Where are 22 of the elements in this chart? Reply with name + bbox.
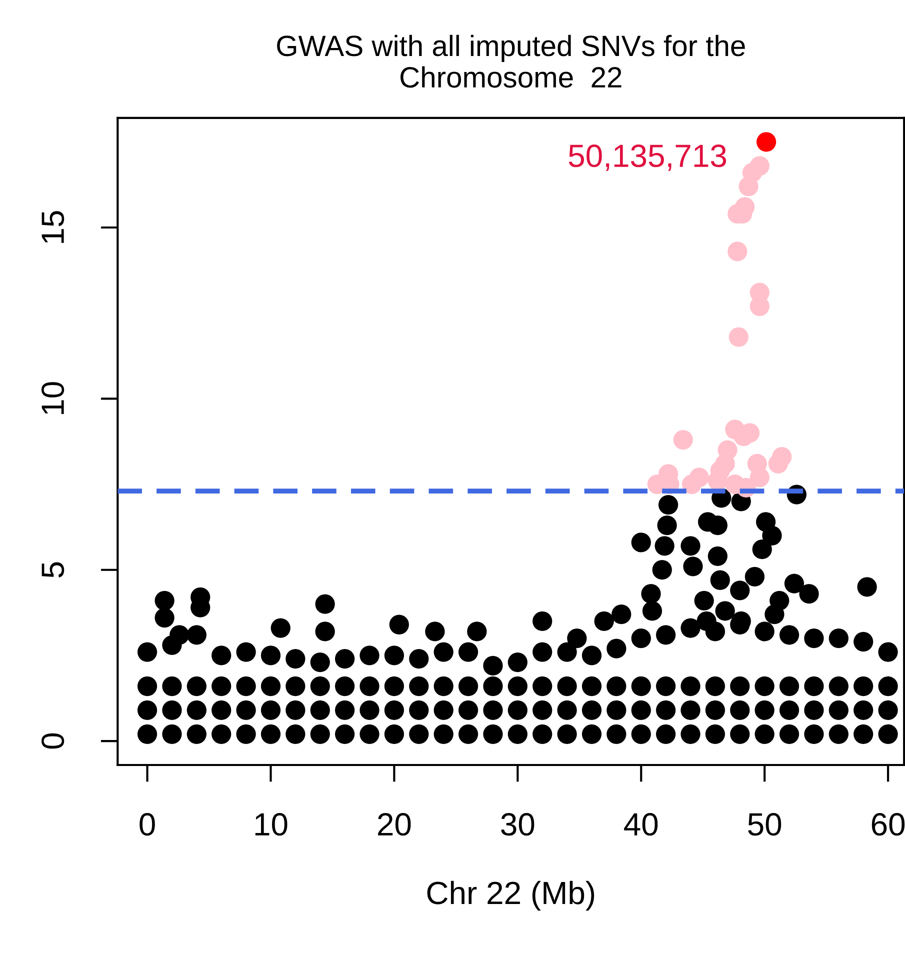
y-tick-label: 0 [41,733,64,749]
point [772,447,792,467]
point [682,474,702,494]
chart-title: GWAS with all imputed SNVs for the Chromosome 22 [277,34,745,88]
x-tick-label: 30 [501,813,534,836]
x-tick-label: 60 [872,813,905,836]
x-tick-label: 10 [255,813,288,836]
x-tick-label: 20 [378,813,411,836]
point [673,430,693,450]
point [728,327,748,347]
annotation: 50,135,713 [568,144,726,171]
point [750,468,770,488]
x-tick-label: 50 [748,813,782,836]
x-axis-title: Chr 22 (Mb) [427,880,594,911]
point [738,176,758,196]
point [756,132,776,152]
point [728,242,748,262]
y-tick-label: 10 [41,382,64,414]
y-tick-label: 15 [42,211,64,243]
y-tick-label: 5 [42,562,64,578]
x-tick-label: 40 [624,813,658,836]
x-tick-label: 0 [140,813,155,836]
